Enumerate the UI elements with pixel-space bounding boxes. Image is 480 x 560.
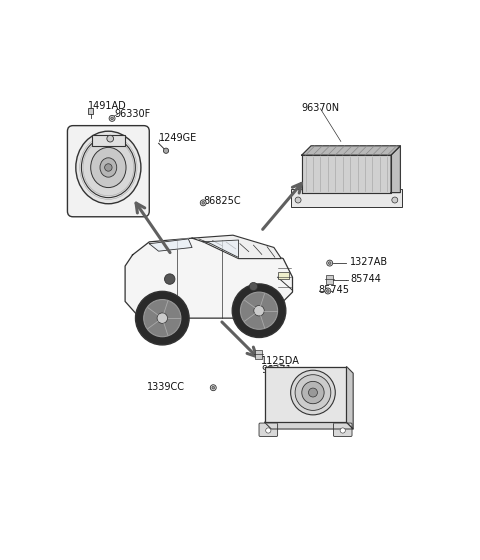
Bar [92, 135, 125, 146]
Circle shape [232, 284, 286, 338]
Circle shape [109, 115, 115, 122]
Text: 1125DA: 1125DA [261, 356, 300, 366]
Circle shape [240, 292, 277, 329]
Circle shape [111, 117, 113, 120]
Circle shape [144, 300, 181, 337]
Bar [290, 189, 402, 207]
Circle shape [202, 202, 204, 204]
Polygon shape [149, 239, 192, 251]
FancyBboxPatch shape [259, 423, 277, 436]
Circle shape [340, 428, 345, 433]
Text: 1491AD: 1491AD [88, 101, 127, 111]
Text: 85744: 85744 [350, 274, 381, 284]
Circle shape [135, 291, 189, 345]
Ellipse shape [91, 147, 126, 188]
Circle shape [210, 385, 216, 391]
Circle shape [309, 388, 317, 397]
Circle shape [163, 148, 168, 153]
Circle shape [200, 200, 206, 206]
Ellipse shape [82, 137, 135, 198]
FancyBboxPatch shape [67, 125, 149, 217]
Polygon shape [391, 146, 400, 193]
Circle shape [302, 381, 324, 404]
Text: 96330F: 96330F [114, 109, 150, 119]
Circle shape [392, 197, 398, 203]
Circle shape [107, 136, 114, 142]
Ellipse shape [76, 131, 141, 204]
Polygon shape [302, 155, 391, 193]
Circle shape [165, 274, 175, 284]
Polygon shape [264, 366, 347, 422]
Text: 96371: 96371 [261, 365, 292, 375]
Polygon shape [302, 146, 400, 155]
Polygon shape [264, 422, 353, 429]
Text: 1249GE: 1249GE [158, 133, 197, 143]
Polygon shape [347, 366, 353, 429]
Text: 1339CC: 1339CC [147, 382, 185, 392]
FancyBboxPatch shape [334, 423, 352, 436]
Text: 86825C: 86825C [203, 196, 241, 206]
Circle shape [328, 262, 331, 264]
Circle shape [266, 428, 271, 433]
Circle shape [254, 306, 264, 316]
Circle shape [326, 290, 329, 292]
Circle shape [249, 282, 258, 291]
Circle shape [327, 260, 333, 266]
Bar [88, 108, 93, 114]
Text: 96370N: 96370N [302, 103, 340, 113]
Bar [277, 272, 289, 279]
Circle shape [105, 164, 112, 171]
Polygon shape [203, 240, 239, 258]
Bar [255, 350, 262, 358]
Circle shape [295, 197, 301, 203]
Ellipse shape [100, 158, 117, 177]
Circle shape [212, 386, 215, 389]
Polygon shape [192, 235, 281, 259]
Polygon shape [125, 238, 292, 318]
Text: 1327AB: 1327AB [350, 258, 388, 267]
Circle shape [157, 313, 168, 323]
Circle shape [325, 288, 331, 294]
Bar [326, 276, 333, 284]
Circle shape [291, 370, 335, 415]
Circle shape [295, 375, 331, 410]
Text: 85745: 85745 [319, 285, 349, 295]
